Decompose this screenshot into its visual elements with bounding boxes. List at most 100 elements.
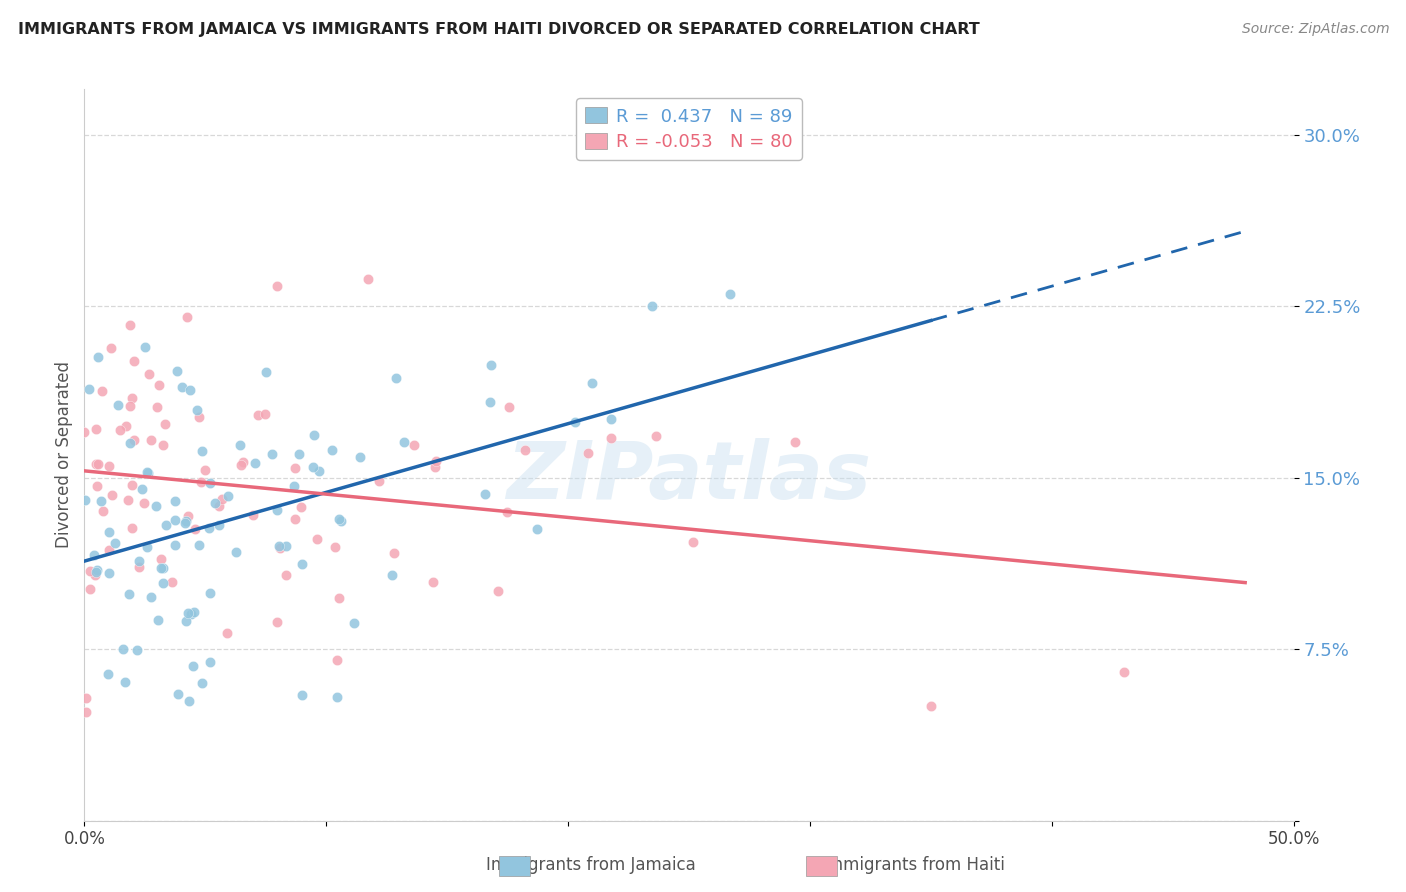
Point (381, 568, 404, 582)
Point (145, 401, 167, 415)
Point (131, 482, 153, 496)
Point (479, 395, 502, 409)
Point (526, 523, 548, 537)
Text: ZIPatlas: ZIPatlas (506, 438, 872, 516)
Point (321, 443, 343, 458)
Point (138, 367, 160, 381)
Point (121, 391, 143, 405)
Point (83, 567, 105, 582)
Point (231, 458, 253, 472)
Point (91, 384, 114, 399)
Y-axis label: Divorced or Separated: Divorced or Separated (55, 361, 73, 549)
Point (302, 428, 325, 442)
Point (152, 561, 174, 575)
Point (682, 535, 704, 549)
Point (269, 541, 291, 555)
Point (382, 546, 405, 560)
Point (97, 666, 120, 681)
Point (114, 675, 136, 690)
Point (176, 310, 198, 325)
Point (83, 548, 105, 562)
Point (180, 607, 202, 621)
Point (165, 513, 187, 527)
Point (134, 496, 156, 510)
Point (86, 457, 108, 471)
Point (84, 565, 107, 579)
Legend: R =  0.437   N = 89, R = -0.053   N = 80: R = 0.437 N = 89, R = -0.053 N = 80 (576, 98, 801, 160)
Point (139, 591, 162, 605)
Point (578, 446, 600, 460)
Point (177, 694, 200, 708)
Point (122, 354, 145, 368)
Point (79, 564, 101, 578)
Point (121, 521, 143, 535)
Point (198, 476, 221, 491)
Point (242, 508, 264, 522)
Point (208, 517, 231, 532)
Point (267, 539, 290, 553)
Point (166, 363, 188, 377)
Point (211, 491, 233, 506)
Point (385, 371, 408, 385)
Point (194, 463, 217, 477)
Point (581, 376, 603, 390)
Point (266, 278, 288, 293)
Point (349, 450, 371, 464)
Point (328, 512, 350, 526)
Point (179, 383, 201, 397)
Point (174, 516, 197, 531)
Point (176, 615, 198, 629)
Point (228, 438, 250, 452)
Point (288, 447, 311, 461)
Point (153, 417, 176, 431)
Point (93, 504, 115, 518)
Point (152, 438, 174, 452)
Point (402, 437, 425, 451)
Text: Immigrants from Jamaica: Immigrants from Jamaica (485, 856, 696, 874)
Point (73, 492, 96, 507)
Point (134, 340, 156, 354)
Point (124, 434, 146, 448)
Point (152, 576, 174, 591)
Point (274, 568, 297, 582)
Point (163, 538, 186, 552)
Point (150, 560, 173, 574)
Point (232, 455, 254, 469)
Point (146, 613, 169, 627)
Point (121, 478, 143, 492)
Point (191, 444, 214, 458)
Point (155, 518, 177, 533)
Point (486, 584, 509, 599)
Point (266, 615, 288, 630)
Point (254, 408, 277, 422)
Point (181, 659, 204, 673)
Point (326, 653, 349, 667)
Point (84, 457, 107, 471)
Point (198, 521, 221, 535)
Point (247, 408, 270, 422)
Point (644, 429, 666, 443)
Point (564, 415, 586, 429)
Point (600, 431, 623, 445)
Point (79, 582, 101, 596)
Point (328, 591, 350, 606)
Point (104, 535, 127, 549)
Text: Source: ZipAtlas.com: Source: ZipAtlas.com (1241, 22, 1389, 37)
Point (118, 436, 141, 450)
Point (718, 287, 741, 301)
Point (120, 399, 142, 413)
Point (357, 272, 380, 286)
Point (186, 402, 208, 417)
Point (498, 400, 520, 414)
Point (98, 458, 121, 473)
Text: Immigrants from Haiti: Immigrants from Haiti (823, 856, 1005, 874)
Point (215, 626, 238, 640)
Point (98, 543, 121, 558)
Point (496, 505, 519, 519)
Point (183, 606, 205, 620)
Point (177, 606, 200, 620)
Point (920, 699, 942, 714)
Point (170, 380, 193, 394)
Point (135, 540, 157, 554)
Point (305, 532, 328, 546)
